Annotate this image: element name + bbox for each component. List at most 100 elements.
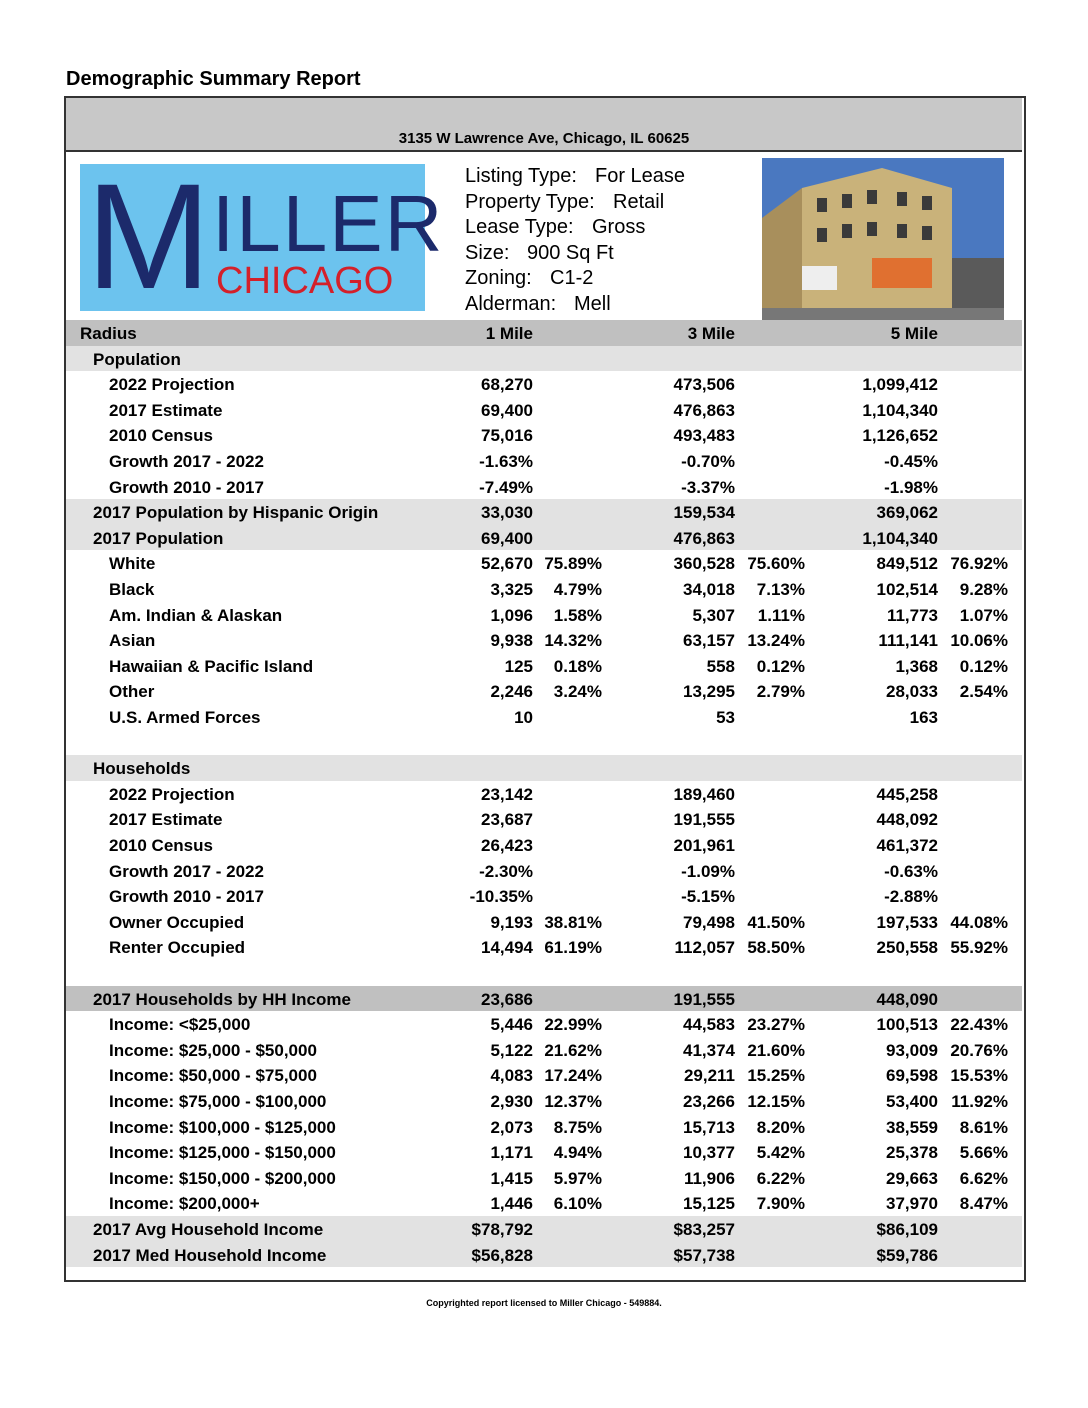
cell: 7.13% [756, 580, 805, 599]
cell: 189,460 [673, 784, 735, 804]
cell: 28,033 [886, 682, 938, 702]
cell: 6.22% [756, 1168, 805, 1188]
cell: 2.54% [959, 682, 1008, 702]
row-label: Population [93, 349, 181, 369]
cell: 69,400 [481, 400, 533, 420]
cell: 2,246 [490, 682, 533, 702]
cell: 10 [514, 708, 533, 727]
row-label: Renter Occupied [109, 938, 246, 958]
listing-label: Size: [465, 241, 510, 264]
row-label: 2010 Census [109, 836, 213, 855]
cell: 23,266 [683, 1092, 735, 1111]
row-label: Am. Indian & Alaskan [109, 605, 283, 625]
cell: 41,374 [683, 1040, 735, 1060]
cell: 1,099,412 [862, 375, 938, 395]
cell: 53,400 [886, 1092, 938, 1111]
listing-value: Gross [592, 216, 646, 238]
cell: 0.12% [959, 656, 1008, 676]
header-cell: 3 Mile [687, 324, 735, 343]
cell: 10,377 [683, 1143, 735, 1163]
cell: 14,494 [481, 938, 533, 958]
report-frame [64, 96, 1026, 1282]
cell: 44,583 [683, 1015, 735, 1035]
cell: 52,670 [481, 554, 533, 574]
cell: 558 [706, 656, 735, 676]
cell: -3.37% [681, 477, 735, 497]
cell: 1,126,652 [862, 426, 938, 446]
cell: 6.10% [553, 1194, 602, 1214]
cell: -0.45% [884, 452, 938, 471]
cell: 17.24% [544, 1066, 602, 1086]
cell: 21.60% [747, 1040, 805, 1060]
cell: 159,534 [673, 503, 735, 523]
listing-value: Retail [613, 190, 665, 213]
cell: $59,786 [876, 1245, 938, 1265]
cell: -2.30% [479, 861, 533, 881]
cell: 476,863 [673, 528, 735, 548]
cell: 0.18% [553, 656, 602, 676]
row-band [66, 345, 1022, 372]
cell: 250,558 [876, 938, 938, 958]
row-band [66, 755, 1022, 781]
listing-label: Alderman: [465, 292, 557, 315]
cell: -2.88% [884, 887, 938, 907]
cell: 493,483 [673, 426, 735, 446]
cell: 75.60% [747, 554, 805, 574]
cell: 75.89% [544, 554, 602, 574]
cell: $83,257 [673, 1220, 735, 1239]
cell: 1,096 [490, 605, 533, 625]
header-cell: Radius [80, 324, 137, 343]
row-label: Income: <$25,000 [109, 1015, 251, 1035]
cell: $78,792 [471, 1220, 533, 1239]
cell: 7.90% [756, 1194, 805, 1214]
row-label: Growth 2010 - 2017 [109, 477, 264, 497]
cell: 473,506 [673, 375, 735, 395]
cell: 849,512 [876, 554, 938, 574]
cell: 1,415 [490, 1168, 533, 1188]
cell: 41.50% [747, 912, 805, 932]
cell: 448,092 [876, 810, 938, 830]
cell: 4,083 [490, 1066, 533, 1086]
logo-city: CHICAGO [216, 260, 394, 302]
cell: -7.49% [479, 477, 533, 497]
cell: 10.06% [950, 631, 1008, 651]
cell: 8.20% [756, 1117, 805, 1137]
cell: -5.15% [681, 887, 735, 907]
cell: 12.15% [747, 1092, 805, 1111]
cell: 1,104,340 [862, 400, 938, 420]
cell: 3,325 [490, 580, 533, 599]
logo: M ILLER CHICAGO [80, 152, 442, 320]
row-label: 2017 Population [93, 528, 224, 548]
cell: 23.27% [747, 1015, 805, 1035]
cell: 360,528 [673, 554, 735, 574]
row-label: U.S. Armed Forces [109, 708, 261, 727]
cell: 11,906 [683, 1168, 735, 1188]
cell: 448,090 [876, 989, 938, 1009]
row-band [66, 985, 1022, 1012]
cell: 22.43% [950, 1015, 1008, 1035]
cell: 9.28% [959, 580, 1008, 599]
cell: 23,687 [481, 810, 533, 830]
cell: 6.62% [959, 1168, 1008, 1188]
cell: 14.32% [544, 631, 602, 651]
row-label: 2017 Households by HH Income [93, 989, 351, 1009]
cell: $86,109 [876, 1220, 938, 1239]
cell: 5,122 [490, 1040, 533, 1060]
cell: 1,104,340 [862, 528, 938, 548]
cell: 2,930 [490, 1092, 533, 1111]
cell: 34,018 [683, 580, 735, 599]
cell: 9,193 [490, 912, 533, 932]
row-label: Income: $100,000 - $125,000 [109, 1117, 336, 1137]
row-label: Income: $75,000 - $100,000 [109, 1092, 327, 1111]
cell: 1,446 [490, 1194, 533, 1214]
row-band [66, 1216, 1022, 1242]
cell: 79,498 [683, 912, 735, 932]
cell: 111,141 [878, 631, 938, 651]
row-label: White [109, 554, 156, 574]
cell: 23,142 [481, 784, 533, 804]
listing-value: C1-2 [550, 267, 594, 289]
cell: 13,295 [683, 682, 735, 702]
row-label: Hawaiian & Pacific Island [109, 656, 314, 676]
cell: 44.08% [950, 912, 1008, 932]
